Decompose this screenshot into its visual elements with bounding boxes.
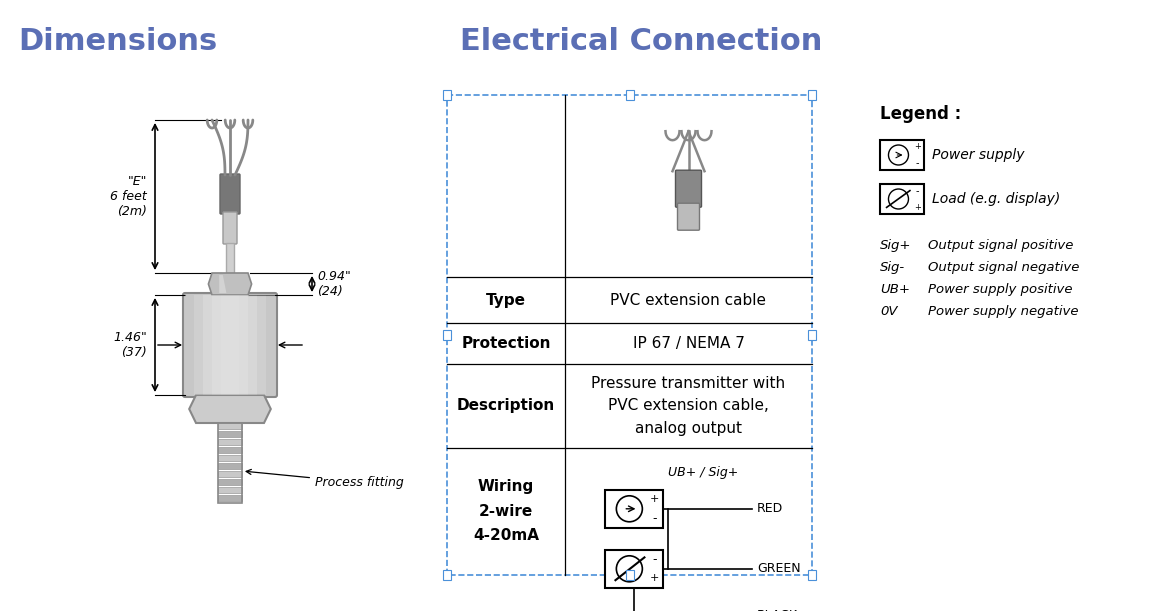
Text: Output signal negative: Output signal negative [928,261,1080,274]
Bar [218,495,242,502]
Bar [808,330,815,340]
Text: Power supply negative: Power supply negative [928,305,1079,318]
Text: Sig-: Sig- [880,261,906,274]
Text: Type: Type [486,293,526,308]
Bar [808,90,815,100]
Text: Wiring
2-wire
4-20mA: Wiring 2-wire 4-20mA [473,479,539,544]
FancyBboxPatch shape [223,212,238,244]
Text: BLACK: BLACK [757,609,798,611]
Text: +: + [914,203,921,212]
Bar [880,140,924,170]
Bar [218,423,242,503]
Text: 0.94"
(24): 0.94" (24) [317,270,351,298]
Text: +: + [649,573,659,584]
Bar [185,295,194,395]
Text: Load (e.g. display): Load (e.g. display) [932,192,1060,206]
FancyBboxPatch shape [183,293,277,397]
Polygon shape [208,273,252,295]
Text: PVC extension cable: PVC extension cable [611,293,766,308]
Text: IP 67 / NEMA 7: IP 67 / NEMA 7 [633,336,744,351]
Bar [218,423,242,430]
Bar [218,479,242,485]
Bar [194,295,204,395]
Text: 0V: 0V [880,305,897,318]
Text: Pressure transmitter with
PVC extension cable,
analog output: Pressure transmitter with PVC extension … [592,376,785,436]
Bar [218,455,242,461]
Text: Dimensions: Dimensions [18,27,218,56]
Text: -: - [916,186,920,196]
Polygon shape [190,395,270,423]
Text: Output signal positive: Output signal positive [928,239,1073,252]
Bar [266,295,275,395]
Bar [605,550,663,588]
Text: Protection: Protection [461,336,551,351]
FancyBboxPatch shape [677,203,700,230]
Bar [257,295,266,395]
Bar [605,490,663,528]
Text: Power supply positive: Power supply positive [928,283,1073,296]
Bar [218,439,242,445]
Bar [248,295,257,395]
Text: Process fitting: Process fitting [246,469,404,489]
Text: UB+ / Sig+: UB+ / Sig+ [668,466,738,479]
Text: Description: Description [456,398,555,413]
Text: +: + [649,494,659,504]
Bar [221,295,230,395]
Text: "E"
6 feet
(2m): "E" 6 feet (2m) [110,175,147,218]
Text: RED: RED [757,502,783,515]
FancyBboxPatch shape [675,170,702,207]
Bar [239,295,248,395]
Text: GREEN: GREEN [757,562,800,576]
Text: +: + [914,142,921,151]
Text: Electrical Connection: Electrical Connection [460,27,823,56]
Bar [447,95,812,575]
Bar [218,487,242,494]
Bar [443,330,450,340]
Text: 1.46"
(37): 1.46" (37) [113,331,147,359]
Bar [218,463,242,469]
Polygon shape [219,275,227,293]
Bar [226,243,234,273]
Bar [218,431,242,437]
Bar [880,184,924,214]
Bar [204,295,212,395]
Text: -: - [652,553,656,566]
Bar [626,570,633,580]
Bar [230,295,239,395]
Text: UB+: UB+ [880,283,910,296]
Text: -: - [652,512,656,525]
Text: Legend :: Legend : [880,105,962,123]
Bar [626,90,633,100]
Text: Sig+: Sig+ [880,239,911,252]
Bar [212,295,221,395]
FancyBboxPatch shape [220,174,240,214]
Bar [443,90,450,100]
Text: Power supply: Power supply [932,148,1025,162]
Text: -: - [916,158,920,169]
Bar [218,471,242,477]
Bar [218,447,242,453]
Bar [443,570,450,580]
Bar [808,570,815,580]
